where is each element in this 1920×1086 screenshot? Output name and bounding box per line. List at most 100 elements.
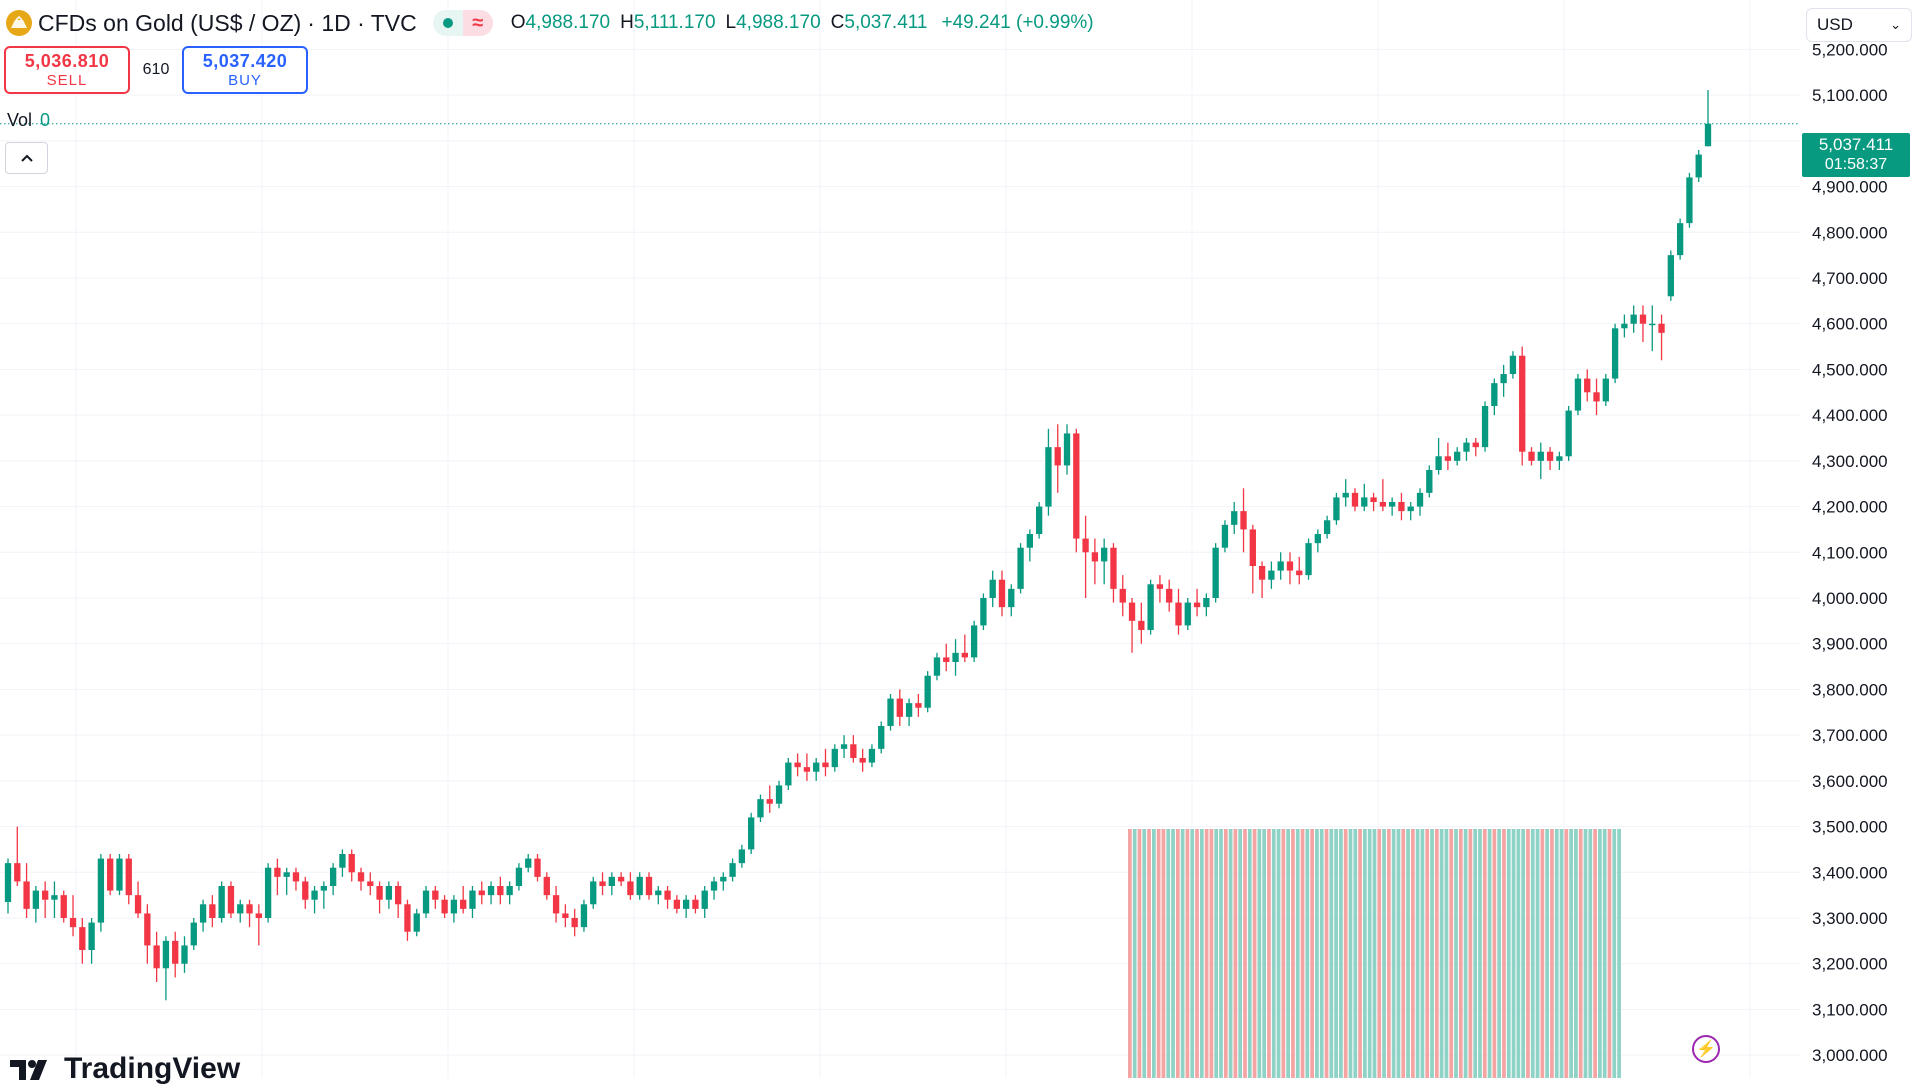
volume-bar: [1204, 829, 1209, 1078]
candle-body: [1258, 566, 1266, 580]
symbol-name[interactable]: CFDs on Gold (US$ / OZ): [38, 9, 302, 36]
volume-bar: [1598, 829, 1602, 1078]
candle-body: [1593, 392, 1600, 402]
candle-body: [88, 922, 95, 950]
candle-body: [237, 904, 244, 914]
volume-histogram: [1128, 829, 1621, 1078]
candle-body: [1101, 547, 1108, 562]
volume-bar: [1516, 829, 1521, 1078]
volume-bar: [1353, 829, 1358, 1078]
volume-bar: [1219, 829, 1223, 1078]
volume-bar: [1430, 829, 1434, 1078]
candle-body: [1426, 470, 1433, 493]
volume-bar: [1434, 829, 1439, 1078]
candle-body: [729, 863, 736, 877]
candle-body: [701, 890, 708, 909]
buy-price: 5,037.420: [202, 51, 288, 71]
sell-button[interactable]: 5,036.810 SELL: [4, 46, 130, 94]
candle-body: [1416, 492, 1424, 507]
candle-body: [1119, 588, 1126, 603]
candle-body: [1546, 451, 1554, 461]
candle-body: [1082, 538, 1089, 553]
candle-body: [422, 890, 430, 914]
volume-bar: [1425, 829, 1430, 1078]
candle-body: [1565, 410, 1572, 457]
brand-name: TradingView: [64, 1052, 241, 1085]
candle-body: [1621, 323, 1628, 329]
chart-grid: [0, 0, 1800, 1078]
volume-bar: [1295, 829, 1300, 1078]
sell-label: SELL: [46, 72, 88, 89]
candle-body: [274, 867, 281, 877]
volume-bar: [1502, 829, 1506, 1078]
volume-bar: [1315, 829, 1319, 1078]
volume-bar: [1454, 829, 1458, 1078]
candle-body: [980, 598, 987, 626]
currency-value: USD: [1817, 15, 1853, 34]
candle-body: [943, 657, 950, 662]
candle-body: [1212, 547, 1219, 598]
candle-body: [1584, 378, 1591, 393]
spread-value: 610: [142, 61, 170, 78]
candle-body: [1147, 584, 1154, 630]
volume-bar: [1262, 829, 1267, 1078]
candle-body: [227, 886, 235, 914]
change-value: +49.241 (+0.99%): [941, 12, 1094, 33]
candle-body: [1323, 520, 1331, 534]
volume-bar: [1511, 829, 1516, 1078]
candle-body: [1333, 497, 1340, 521]
buy-label: BUY: [228, 72, 262, 89]
candle-body: [450, 899, 458, 914]
candle-body: [1166, 588, 1173, 603]
tradingview-logo[interactable]: TradingView: [10, 1052, 240, 1086]
candle-body: [32, 890, 40, 909]
candle-body: [645, 876, 653, 896]
volume-bar: [1319, 829, 1324, 1078]
currency-selector[interactable]: USD ⌄: [1806, 8, 1912, 42]
volume-bar: [1482, 829, 1487, 1078]
close-label: C: [830, 12, 845, 33]
interval-source[interactable]: · 1D · TVC: [307, 9, 417, 36]
volume-bar: [1612, 829, 1617, 1078]
volume-bar: [1171, 829, 1175, 1078]
candle-body: [1314, 534, 1321, 544]
volume-bar: [1372, 829, 1377, 1078]
candle-body: [803, 767, 811, 772]
volume-legend[interactable]: Vol 0: [7, 110, 50, 131]
lightning-icon[interactable]: ⚡: [1692, 1035, 1720, 1063]
volume-bar: [1420, 829, 1425, 1078]
low-label: L: [725, 12, 737, 33]
candle-body: [534, 858, 541, 877]
y-tick-label: 3,500.000: [1812, 818, 1888, 837]
volume-bar: [1444, 829, 1449, 1078]
candle-body: [283, 872, 290, 877]
candle-body: [348, 854, 355, 873]
volume-bar: [1602, 829, 1607, 1078]
collapse-legend-button[interactable]: [5, 142, 48, 174]
candle-body: [1676, 223, 1684, 256]
candle-body: [738, 849, 746, 864]
candle-body: [580, 904, 588, 928]
candle-body: [1045, 447, 1052, 507]
y-tick-label: 3,700.000: [1812, 726, 1888, 745]
y-tick-label: 3,800.000: [1812, 680, 1888, 699]
candlestick-series: [4, 90, 1712, 1001]
y-tick-label: 3,300.000: [1812, 909, 1888, 928]
volume-bar: [1386, 829, 1391, 1078]
candle-body: [1054, 447, 1061, 466]
candle-body: [1639, 314, 1647, 324]
volume-bar: [1223, 829, 1228, 1078]
high-label: H: [620, 12, 634, 33]
candle-body: [1249, 529, 1256, 566]
candle-body: [1305, 543, 1312, 576]
buy-button[interactable]: 5,037.420 BUY: [182, 46, 308, 94]
candle-body: [4, 863, 12, 902]
volume-bar: [1540, 829, 1545, 1078]
market-status-pill[interactable]: ≈: [432, 10, 493, 36]
y-tick-label: 4,800.000: [1812, 223, 1888, 242]
volume-bar: [1128, 829, 1132, 1078]
volume-bar: [1382, 829, 1386, 1078]
candle-body: [813, 762, 820, 772]
volume-bar: [1617, 829, 1621, 1078]
